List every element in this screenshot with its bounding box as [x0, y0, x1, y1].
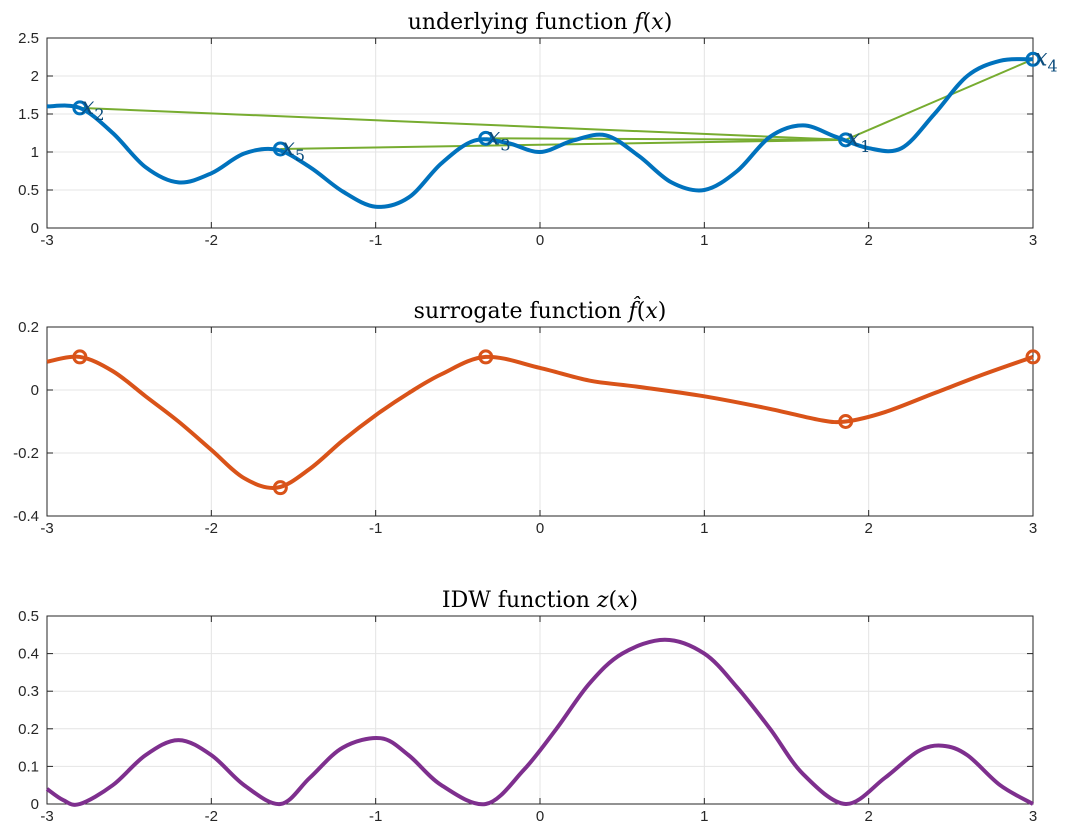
y-tick-label: 0.1 — [18, 758, 39, 775]
sample-marker — [72, 349, 88, 365]
panel-idw-function: -3 -2 -1 0 1 2 3 0 0.1 0.2 0.3 0.4 0.5 IDW function … — [18, 588, 1037, 825]
sample-marker — [1025, 51, 1041, 67]
y-tick-label: 0.4 — [18, 646, 39, 663]
idw-function-curve — [45, 637, 1034, 807]
sample-marker — [72, 100, 88, 116]
panel-underlying-function: -3 -2 -1 0 1 2 3 0 0.5 1 1.5 2 2.5 x1 x2 x3 x4 x5 underl… — [18, 10, 1058, 249]
x-tick-label: -2 — [205, 232, 218, 249]
y-tick-label: 0.2 — [18, 721, 39, 738]
tick-labels: -3 -2 -1 0 1 2 3 0 0.1 0.2 0.3 0.4 0.5 — [18, 608, 1037, 825]
y-tick-label: 0.2 — [18, 319, 39, 336]
x-tick-label: 2 — [864, 808, 872, 825]
x-tick-label: 1 — [700, 232, 708, 249]
x-tick-label: 3 — [1029, 232, 1037, 249]
grid-lines — [46, 37, 1034, 229]
sample-marker — [478, 130, 494, 146]
sample-marker — [478, 349, 494, 365]
y-tick-label: -0.4 — [13, 508, 39, 525]
tick-labels: -3 -2 -1 0 1 2 3 -0.4 -0.2 0 0.2 — [13, 319, 1037, 537]
sample-marker — [1025, 349, 1041, 365]
sample-connector-line — [79, 106, 846, 141]
x-tick-label: 2 — [864, 520, 872, 537]
sample-labels: x1 x2 x3 x4 x5 — [81, 43, 1058, 165]
y-tick-label: 1 — [31, 144, 39, 161]
sample-connector-line — [485, 137, 846, 141]
y-tick-label: 2.5 — [18, 30, 39, 47]
surrogate-function-curve — [46, 354, 1034, 490]
x-tick-label: 2 — [864, 232, 872, 249]
sample-connectors — [79, 58, 1034, 150]
x-tick-label: -1 — [369, 232, 382, 249]
y-tick-label: 0 — [31, 382, 39, 399]
y-tick-label: 0.3 — [18, 683, 39, 700]
y-tick-label: 1.5 — [18, 106, 39, 123]
sample-marker — [272, 141, 288, 157]
grid-lines — [46, 326, 1034, 517]
x-tick-label: 1 — [700, 520, 708, 537]
sample-marker — [838, 414, 854, 429]
x-tick-label: -3 — [40, 808, 53, 825]
x-tick-label: 0 — [536, 808, 544, 825]
chart-title: IDW function z(x) — [442, 588, 638, 613]
x-tick-label: -2 — [205, 520, 218, 537]
sample-connector-line — [845, 58, 1034, 141]
x-tick-label: -1 — [369, 520, 382, 537]
x-tick-label: -1 — [369, 808, 382, 825]
x-tick-label: -3 — [40, 232, 53, 249]
x-tick-label: 0 — [536, 520, 544, 537]
x-tick-label: 0 — [536, 232, 544, 249]
sample-label: x3 — [487, 122, 511, 154]
y-tick-label: 0.5 — [18, 182, 39, 199]
tick-labels: -3 -2 -1 0 1 2 3 0 0.5 1 1.5 2 2.5 — [18, 30, 1037, 249]
sample-label: x4 — [1034, 43, 1058, 75]
chart-title: underlying function f(x) — [408, 10, 673, 35]
y-tick-label: -0.2 — [13, 445, 39, 462]
y-tick-label: 0 — [31, 796, 39, 813]
y-tick-label: 0 — [31, 220, 39, 237]
x-tick-label: 3 — [1029, 520, 1037, 537]
x-tick-label: 1 — [700, 808, 708, 825]
sample-marker — [272, 480, 288, 496]
panel-surrogate-function: -3 -2 -1 0 1 2 3 -0.4 -0.2 0 0.2 surrogate functio… — [13, 297, 1041, 537]
x-tick-label: -3 — [40, 520, 53, 537]
chart-title: surrogate function f̂(x) — [414, 297, 667, 324]
y-tick-label: 0.5 — [18, 608, 39, 625]
x-tick-label: -2 — [205, 808, 218, 825]
sample-label: x2 — [81, 92, 105, 124]
sample-marker — [838, 132, 854, 148]
sample-markers — [72, 51, 1041, 157]
underlying-function-curve — [46, 57, 1034, 209]
y-tick-label: 2 — [31, 68, 39, 85]
sample-label: x1 — [847, 124, 871, 156]
x-tick-label: 3 — [1029, 808, 1037, 825]
sample-label: x5 — [281, 133, 305, 165]
sample-markers — [72, 349, 1041, 496]
